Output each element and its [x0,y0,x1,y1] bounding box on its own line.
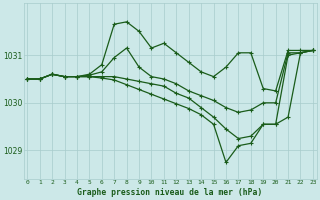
X-axis label: Graphe pression niveau de la mer (hPa): Graphe pression niveau de la mer (hPa) [77,188,263,197]
